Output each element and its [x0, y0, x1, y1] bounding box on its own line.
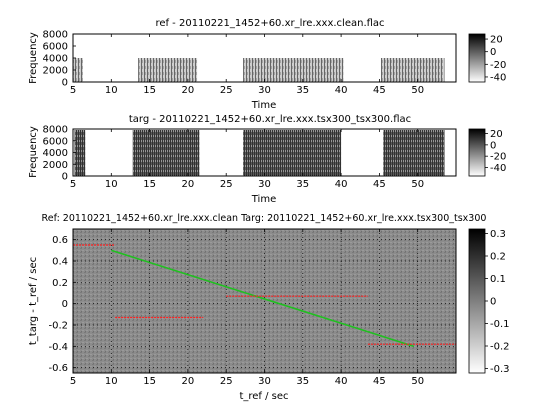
panel2-ylabel: Frequency — [28, 126, 39, 178]
colorbar-tick-label: 0.1 — [490, 274, 506, 285]
x-tick-label: 5 — [70, 85, 76, 96]
panel1-x-ticks: 5 10 15 20 25 30 35 40 45 50 — [70, 34, 424, 96]
x-tick-label: 45 — [373, 179, 386, 190]
colorbar-tick-label: -0.2 — [490, 342, 510, 353]
y-tick-label: 6000 — [43, 136, 68, 147]
x-tick-label: 5 — [70, 179, 76, 190]
y-tick-label: 0 — [62, 299, 68, 310]
x-tick-label: 20 — [182, 85, 195, 96]
x-tick-label: 25 — [220, 85, 233, 96]
x-tick-label: 15 — [143, 85, 156, 96]
y-tick-label: 6000 — [43, 42, 68, 53]
speech-segment — [243, 130, 342, 176]
panel1-title: ref - 20110221_1452+60.xr_lre.xxx.clean.… — [155, 18, 384, 29]
y-tick-label: 4000 — [43, 54, 68, 65]
x-tick-label: 40 — [335, 179, 348, 190]
y-tick-label: 2000 — [43, 160, 68, 171]
speech-segment — [132, 130, 200, 176]
panel1-ylabel: Frequency — [28, 32, 39, 84]
panel2-activity — [74, 130, 445, 176]
x-tick-label: 30 — [258, 85, 271, 96]
x-tick-label: 45 — [373, 85, 386, 96]
panel1-colorbar — [468, 33, 486, 83]
x-tick-label: 20 — [182, 179, 195, 190]
y-tick-label: 2000 — [43, 66, 68, 77]
colorbar-tick-label: 0 — [490, 140, 496, 151]
panel3-xlabel: t_ref / sec — [239, 391, 288, 402]
y-tick-label: 8000 — [43, 125, 68, 136]
panel1-activity — [73, 58, 445, 82]
spectrogram-ref-panel: ref - 20110221_1452+60.xr_lre.xxx.clean.… — [28, 18, 506, 111]
panel2-x-ticks: 5 10 15 20 25 30 35 40 45 50 — [70, 129, 424, 190]
x-tick-label: 10 — [105, 376, 118, 387]
y-tick-label: 4000 — [43, 148, 68, 159]
x-tick-label: 35 — [296, 85, 309, 96]
y-tick-label: 0 — [62, 172, 68, 183]
y-tick-label: 8000 — [43, 30, 68, 41]
y-tick-label: -0.2 — [48, 321, 68, 332]
colorbar-tick-label: -20 — [490, 60, 506, 71]
colorbar-tick-label: -0.1 — [490, 319, 510, 330]
x-tick-label: 30 — [258, 376, 271, 387]
panel3-x-ticks: 5 10 15 20 25 30 35 40 45 50 — [70, 229, 424, 387]
panel3-colorbar — [468, 228, 486, 374]
panel3-series — [73, 244, 456, 348]
y-tick-label: -0.6 — [48, 363, 68, 374]
panel1-colorbar-ticks: 200 -20-40 — [485, 35, 506, 83]
x-tick-label: 35 — [296, 376, 309, 387]
x-tick-label: 25 — [220, 376, 233, 387]
speech-segment — [383, 130, 445, 176]
alignment-panel: Ref: 20110221_1452+60.xr_lre.xxx.clean T… — [28, 213, 510, 402]
x-tick-label: 10 — [105, 85, 118, 96]
x-tick-label: 10 — [105, 179, 118, 190]
panel2-xlabel: Time — [251, 194, 276, 205]
x-tick-label: 15 — [143, 376, 156, 387]
panel3-colorbar-ticks: 0.3 0.2 0.1 0 -0.1 -0.2 -0.3 — [485, 229, 510, 375]
x-tick-label: 15 — [143, 179, 156, 190]
panel3-ylabel: t_targ - t_ref / sec — [28, 257, 39, 345]
colorbar-tick-label: -40 — [490, 163, 506, 174]
trend-line — [111, 249, 415, 348]
panel1-xlabel: Time — [251, 100, 276, 111]
colorbar-tick-label: -40 — [490, 72, 506, 83]
y-tick-label: 0 — [62, 78, 68, 89]
panel2-title: targ - 20110221_1452+60.xr_lre.xxx.tsx30… — [129, 114, 411, 125]
x-tick-label: 35 — [296, 179, 309, 190]
x-tick-label: 45 — [373, 376, 386, 387]
x-tick-label: 50 — [411, 376, 424, 387]
x-tick-label: 40 — [335, 376, 348, 387]
x-tick-label: 20 — [182, 376, 195, 387]
x-tick-label: 30 — [258, 179, 271, 190]
speech-segment — [380, 58, 445, 82]
y-tick-label: -0.4 — [48, 342, 68, 353]
x-tick-label: 25 — [220, 179, 233, 190]
y-tick-label: 0.6 — [52, 235, 68, 246]
colorbar-tick-label: 20 — [490, 129, 503, 140]
colorbar-tick-label: 20 — [490, 35, 503, 46]
colorbar-tick-label: -0.3 — [490, 364, 510, 375]
x-tick-label: 50 — [411, 179, 424, 190]
spectrogram-targ-panel: targ - 20110221_1452+60.xr_lre.xxx.tsx30… — [28, 114, 506, 205]
x-tick-label: 40 — [335, 85, 348, 96]
colorbar-tick-label: 0.3 — [490, 229, 506, 240]
panel3-title: Ref: 20110221_1452+60.xr_lre.xxx.clean T… — [42, 213, 487, 224]
panel3-y-ticks: 0.6 0.4 0.2 0 -0.2 -0.4 -0.6 — [48, 235, 76, 374]
colorbar-tick-label: 0 — [490, 47, 496, 58]
speech-segment — [73, 58, 83, 82]
colorbar-tick-label: -20 — [490, 152, 506, 163]
y-tick-label: 0.4 — [52, 257, 68, 268]
speech-segment — [243, 58, 344, 82]
panel2-colorbar — [468, 128, 486, 177]
speech-segment — [138, 58, 198, 82]
y-tick-label: 0.2 — [52, 278, 68, 289]
colorbar-tick-label: 0 — [490, 297, 496, 308]
colorbar-tick-label: 0.2 — [490, 252, 506, 263]
speech-segment — [74, 130, 86, 176]
x-tick-label: 5 — [70, 376, 76, 387]
panel2-colorbar-ticks: 200-20-40 — [485, 129, 506, 174]
x-tick-label: 50 — [411, 85, 424, 96]
